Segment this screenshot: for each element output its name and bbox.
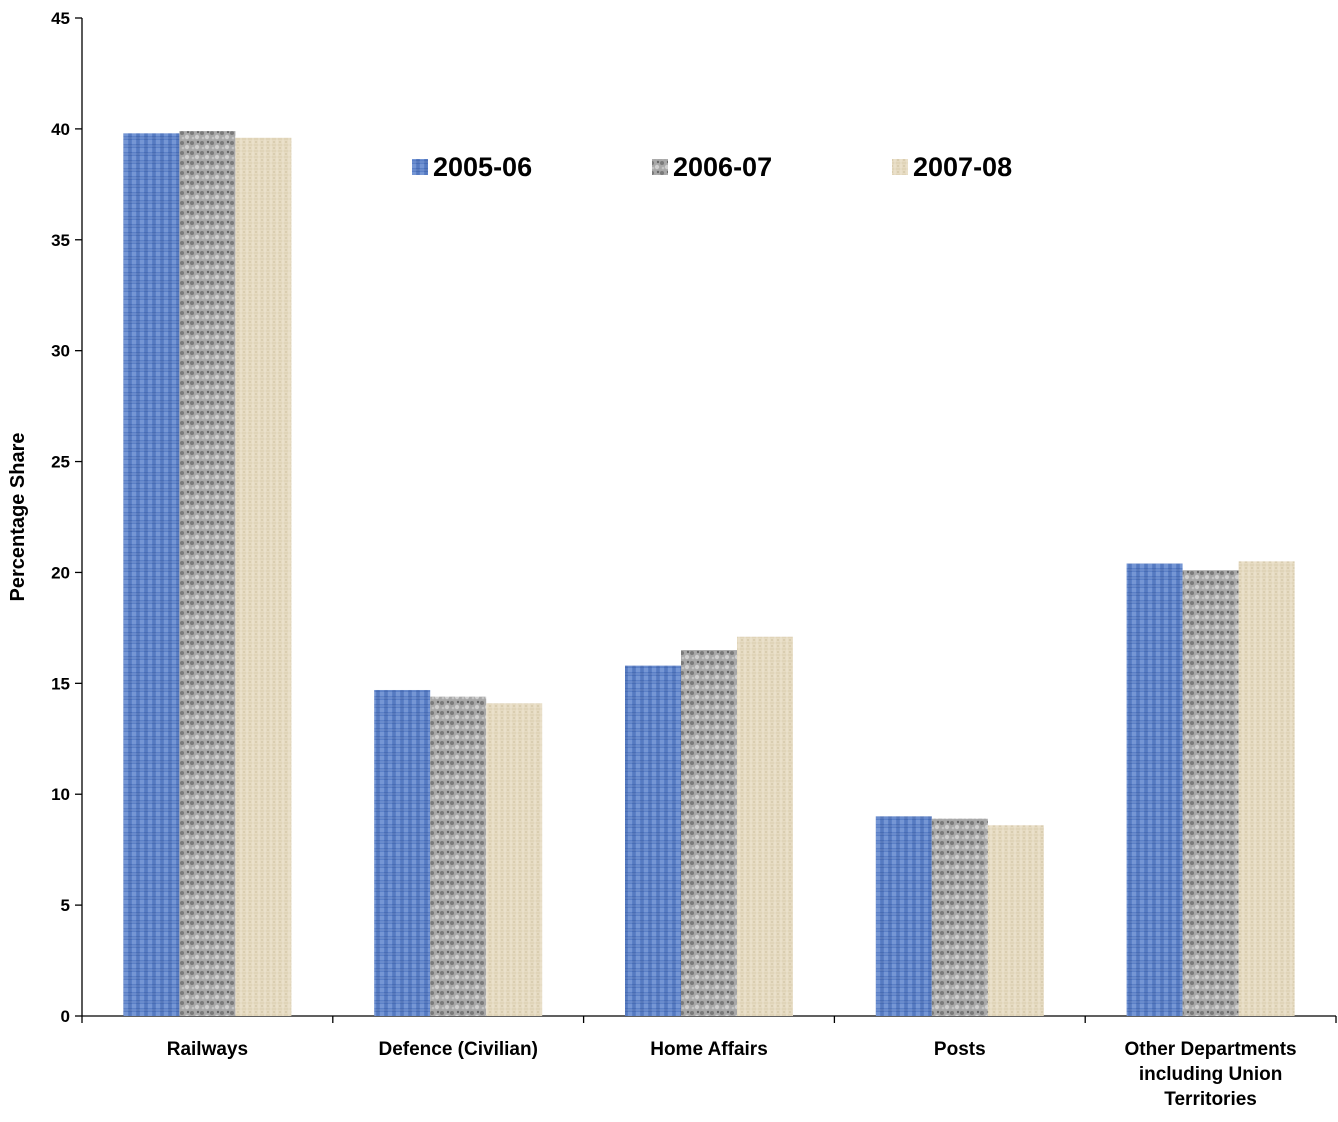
bar-2007-08-3 — [987, 825, 1044, 1016]
bar-2005-06-0 — [123, 133, 180, 1016]
legend-swatch — [412, 159, 428, 175]
legend-label: 2006-07 — [673, 152, 772, 182]
bar-2006-07-2 — [681, 650, 737, 1016]
bar-2005-06-1 — [374, 689, 431, 1016]
bar-2005-06-4 — [1126, 563, 1183, 1016]
y-tick-label: 25 — [51, 453, 70, 472]
legend-label: 2005-06 — [433, 152, 532, 182]
legend: 2005-06 2006-07 2007-08 — [412, 152, 1012, 182]
y-tick-label: 20 — [51, 563, 70, 582]
bar-2006-07-3 — [931, 818, 988, 1016]
labels: 0 5 10 15 20 25 30 35 40 45 Percentage Share Railwa… — [7, 9, 1297, 1110]
bar-2007-08-4 — [1238, 561, 1295, 1016]
x-category-label: Posts — [934, 1039, 986, 1060]
legend-label: 2007-08 — [913, 152, 1012, 182]
legend-swatch — [892, 159, 908, 175]
bar-2005-06-2 — [625, 665, 681, 1016]
x-category-label: Defence (Civilian) — [378, 1039, 537, 1060]
x-category-label: Railways — [167, 1039, 248, 1060]
x-category-label: Home Affairs — [650, 1039, 768, 1060]
bar-2007-08-2 — [737, 636, 793, 1016]
bar-2006-07-1 — [430, 696, 487, 1016]
y-tick-label: 10 — [51, 785, 70, 804]
y-tick-label: 45 — [51, 9, 70, 28]
x-category-label: Other Departments including Union Territor… — [1125, 1039, 1297, 1110]
y-tick-label: 15 — [51, 674, 70, 693]
y-axis-title: Percentage Share — [7, 433, 29, 602]
y-tick-label: 5 — [61, 896, 70, 915]
y-tick-label: 30 — [51, 342, 70, 361]
bar-2006-07-0 — [179, 131, 236, 1016]
bar-2006-07-4 — [1182, 570, 1239, 1016]
bar-2007-08-1 — [486, 703, 543, 1016]
bar-2005-06-3 — [875, 816, 932, 1016]
legend-swatch — [652, 159, 668, 175]
bar-2007-08-0 — [235, 137, 292, 1016]
y-tick-label: 35 — [51, 231, 70, 250]
bars — [123, 131, 1295, 1016]
y-tick-label: 0 — [61, 1007, 70, 1026]
y-tick-label: 40 — [51, 120, 70, 139]
